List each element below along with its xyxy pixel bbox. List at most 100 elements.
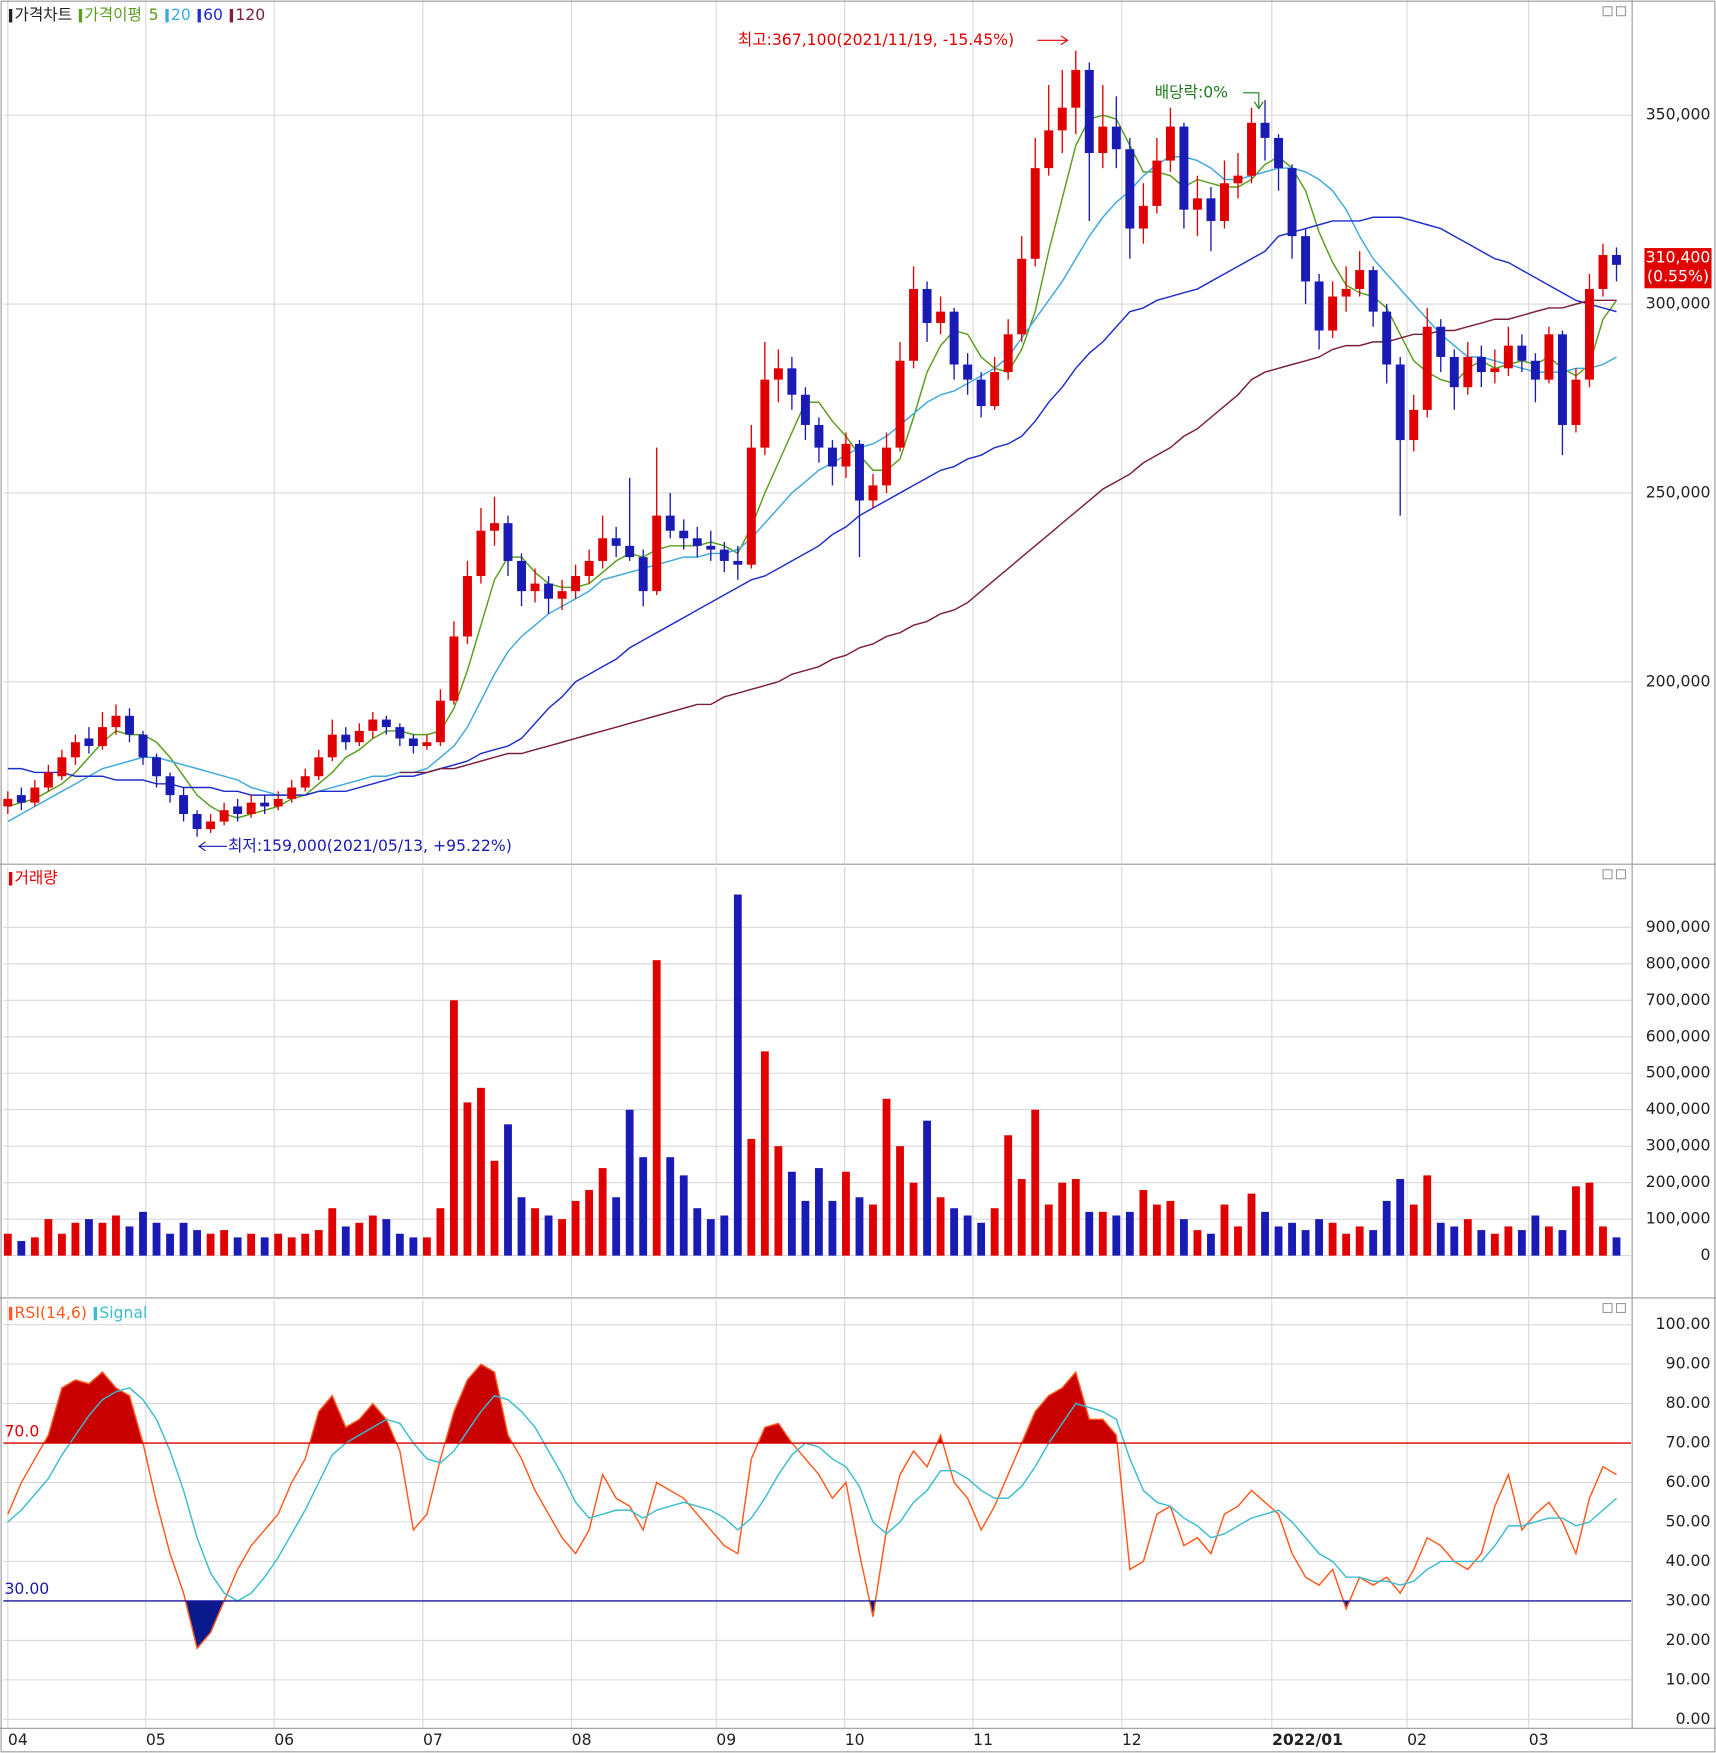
volume-bar <box>652 960 661 1256</box>
candle-body <box>1152 160 1162 206</box>
last-price-box <box>1644 248 1712 289</box>
y-tick-label: 100,000 <box>1646 1209 1711 1228</box>
y-tick-label: 800,000 <box>1646 953 1711 972</box>
volume-bar <box>531 1208 539 1256</box>
candle-body <box>30 787 40 803</box>
volume-bar <box>1531 1215 1540 1256</box>
candle-body <box>949 311 959 365</box>
volume-bar <box>1436 1222 1445 1256</box>
candle-body <box>476 530 486 577</box>
candle-body <box>490 523 499 531</box>
x-tick-label: 08 <box>572 1730 592 1749</box>
candle-body <box>395 727 405 739</box>
x-tick-label: 12 <box>1122 1730 1142 1749</box>
volume-bar <box>1247 1193 1256 1256</box>
y-tick-label: 0.00 <box>1676 1709 1711 1728</box>
panel-button[interactable] <box>1602 1302 1613 1314</box>
candle-body <box>773 368 783 380</box>
panel-button[interactable] <box>1602 6 1613 17</box>
candle-body <box>1179 126 1189 210</box>
volume-bar <box>409 1237 418 1256</box>
y-tick-label: 300,000 <box>1646 1136 1711 1155</box>
volume-bar <box>139 1211 147 1256</box>
candle-body <box>1017 258 1027 335</box>
candle-body <box>976 379 986 407</box>
moving-average-line <box>7 114 1618 819</box>
candle-body <box>1057 107 1067 131</box>
volume-bar <box>166 1233 174 1256</box>
level-label: 70.0 <box>4 1421 39 1440</box>
volume-bar <box>1423 1175 1432 1256</box>
candle-body <box>97 727 107 746</box>
candle-body <box>990 372 1000 407</box>
legend-label: 가격차트 <box>15 5 73 24</box>
dividend-annotation: 배당락:0% <box>1155 82 1228 101</box>
volume-bar <box>869 1204 877 1256</box>
volume-bar <box>125 1226 134 1256</box>
volume-bar <box>422 1237 431 1256</box>
candle-body <box>1557 334 1567 425</box>
candle-body <box>1355 270 1365 289</box>
volume-bar <box>1071 1179 1080 1256</box>
volume-bar <box>1288 1222 1296 1256</box>
volume-bar <box>1517 1230 1526 1256</box>
volume-bar <box>585 1189 594 1256</box>
volume-bar <box>1450 1226 1459 1256</box>
volume-bar <box>314 1230 323 1256</box>
panel-button[interactable] <box>1615 1302 1627 1314</box>
candle-body <box>1544 334 1554 380</box>
candle-body <box>733 560 743 565</box>
volume-bar <box>733 894 742 1256</box>
candle-body <box>625 545 635 558</box>
volume-bar <box>1017 1179 1026 1256</box>
moving-average-line <box>7 216 1617 796</box>
candle-body <box>1368 270 1378 312</box>
volume-bar <box>260 1237 269 1256</box>
legend-swatch <box>8 8 13 23</box>
candle-body <box>1503 345 1513 369</box>
volume-bar <box>882 1098 891 1256</box>
volume-bar <box>220 1230 229 1256</box>
legend-swatch <box>8 872 13 886</box>
volume-bar <box>1152 1204 1161 1256</box>
volume-bar <box>1193 1230 1202 1256</box>
candle-body <box>435 700 445 743</box>
volume-bar <box>1612 1237 1621 1256</box>
legend-swatch <box>229 8 234 23</box>
volume-bar <box>1409 1204 1418 1256</box>
candle-body <box>422 742 432 746</box>
candle-body <box>368 719 378 731</box>
candle-body <box>449 636 459 701</box>
volume-bar <box>1355 1226 1364 1256</box>
panel-button[interactable] <box>1615 869 1627 880</box>
panel-button[interactable] <box>1602 869 1613 880</box>
volume-bar <box>287 1237 296 1256</box>
legend-swatch <box>165 8 169 23</box>
volume-bar <box>720 1215 729 1256</box>
volume-bar <box>301 1233 310 1256</box>
candle-body <box>219 810 229 822</box>
candle-body <box>1071 69 1081 108</box>
volume-bar <box>1463 1219 1472 1256</box>
candle-body <box>111 715 121 728</box>
candle-body <box>1125 149 1135 229</box>
volume-bar <box>193 1230 201 1256</box>
candle-body <box>1449 356 1459 388</box>
candle-body <box>1111 126 1121 150</box>
candle-body <box>544 583 554 599</box>
y-tick-label: 10.00 <box>1666 1669 1711 1688</box>
x-tick-label: 2022/01 <box>1272 1730 1343 1749</box>
candle-body <box>260 802 270 807</box>
candle-body <box>841 443 851 467</box>
volume-bar <box>1382 1200 1391 1256</box>
candle-body <box>43 772 53 788</box>
candle-body <box>1612 254 1621 265</box>
candle-body <box>1382 311 1392 365</box>
candle-body <box>138 734 148 758</box>
volume-bar <box>1031 1109 1040 1256</box>
panel-button[interactable] <box>1615 6 1627 17</box>
volume-bar <box>666 1157 675 1256</box>
candle-body <box>1598 254 1608 289</box>
candle-body <box>1274 137 1284 169</box>
